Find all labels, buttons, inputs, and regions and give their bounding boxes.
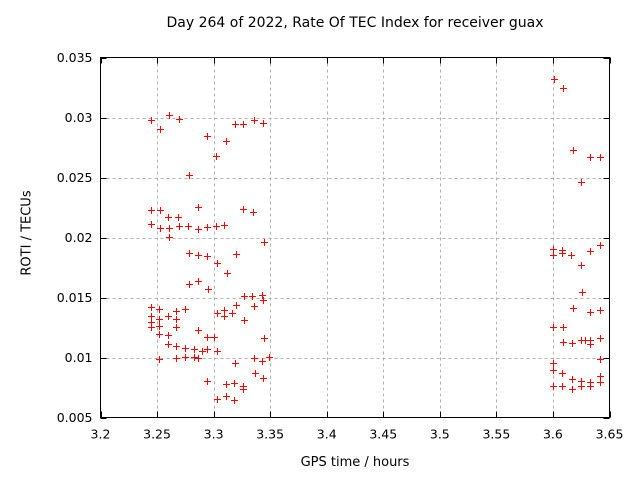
x-tick-label: 3.45: [369, 427, 397, 442]
y-tick-label: 0.005: [57, 410, 93, 425]
chart-title: Day 264 of 2022, Rate Of TEC Index for r…: [166, 15, 544, 31]
x-tick-label: 3.3: [204, 427, 224, 442]
plot-border: [100, 57, 610, 418]
y-tick-label: 0.03: [65, 110, 93, 125]
x-tick-label: 3.65: [596, 427, 624, 442]
x-tick-label: 3.6: [543, 427, 563, 442]
y-tick-label: 0.025: [57, 170, 93, 185]
x-axis-label: GPS time / hours: [300, 455, 410, 470]
x-tick-label: 3.25: [143, 427, 171, 442]
x-tick-label: 3.2: [91, 427, 111, 442]
y-tick-label: 0.01: [65, 350, 93, 365]
data-point-markers: [148, 76, 604, 404]
x-tick-label: 3.4: [317, 427, 337, 442]
y-tick-label: 0.035: [57, 50, 93, 65]
x-tick-label: 3.5: [430, 427, 450, 442]
x-tick-label: 3.35: [256, 427, 284, 442]
y-tick-label: 0.02: [65, 230, 93, 245]
x-tick-label: 3.55: [482, 427, 510, 442]
y-tick-label: 0.015: [57, 290, 93, 305]
